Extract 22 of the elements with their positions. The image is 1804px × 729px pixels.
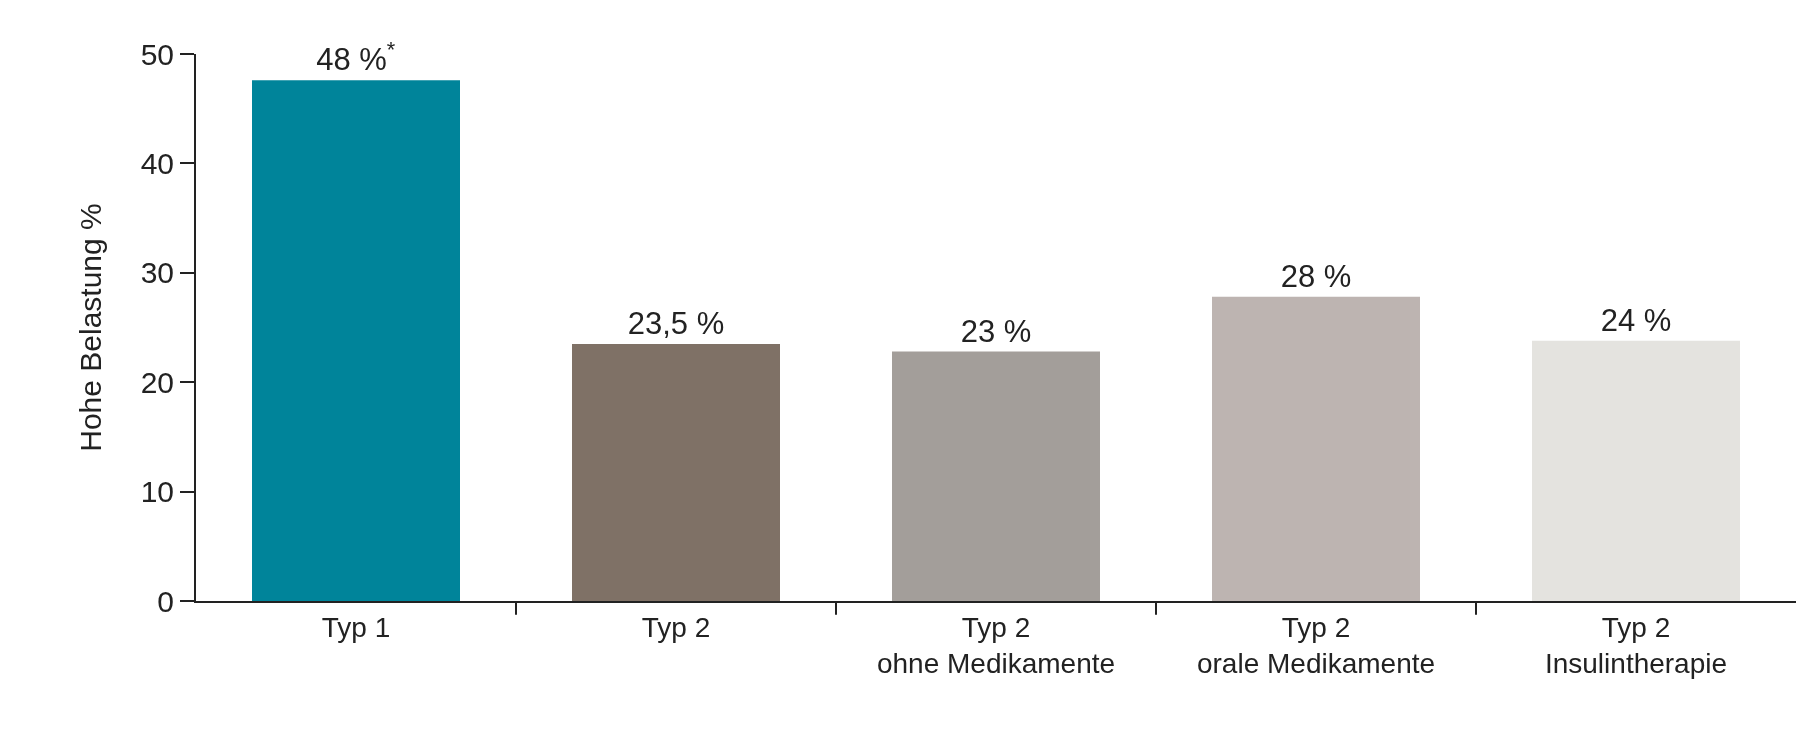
y-tick-label: 30 xyxy=(140,256,174,290)
y-tick-label: 0 xyxy=(157,584,174,618)
data-label: 23,5 % xyxy=(627,305,725,341)
bar xyxy=(892,351,1100,601)
bar xyxy=(572,343,780,601)
bar xyxy=(1212,296,1420,601)
y-tick-label: 40 xyxy=(140,146,174,180)
bar xyxy=(252,80,460,601)
y-tick-label: 10 xyxy=(140,475,174,509)
x-tick-label: Typ 2 Insulintherapie xyxy=(1544,611,1728,679)
y-axis-title: Hohe Belastung % xyxy=(74,203,108,452)
y-tick-label: 50 xyxy=(140,37,174,71)
x-tick-label: Typ 2 orale Medikamente xyxy=(1196,611,1436,679)
x-tick-label: Typ 2 ohne Medikamente xyxy=(876,611,1116,679)
bar xyxy=(1532,340,1740,601)
data-label: 28 % xyxy=(1280,258,1352,294)
x-tick-label: Typ 1 xyxy=(321,611,391,643)
data-label: 24 % xyxy=(1600,302,1672,338)
y-tick-label: 20 xyxy=(140,365,174,399)
data-label: 48 %$^{*}$ xyxy=(316,37,396,78)
data-label: 23 % xyxy=(960,313,1032,349)
x-tick-label: Typ 2 xyxy=(641,611,711,643)
